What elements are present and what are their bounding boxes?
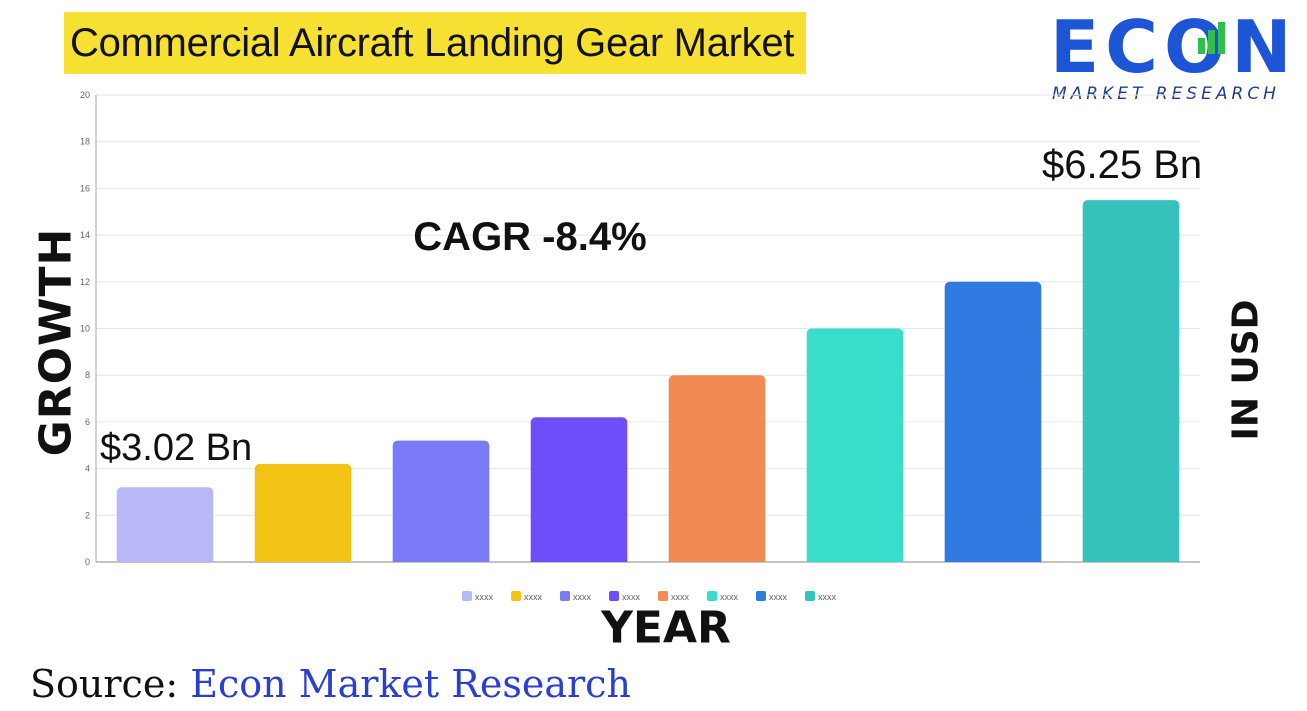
bar <box>530 417 628 562</box>
y-tick-label: 18 <box>80 137 90 147</box>
bar <box>116 487 214 562</box>
legend-label: xxxx <box>720 592 739 602</box>
y-tick-label: 10 <box>80 324 90 334</box>
y-tick-label: 6 <box>85 417 90 427</box>
x-axis-label: YEAR <box>601 602 731 654</box>
econ-logo: ECON MARKET RESEARCH <box>1048 8 1288 104</box>
end-value-label: $6.25 Bn <box>1042 143 1202 187</box>
legend-item[interactable]: xxxx <box>609 591 641 602</box>
legend-swatch <box>462 591 472 601</box>
bar <box>254 463 352 562</box>
source-label: Source: <box>30 662 179 706</box>
legend-item[interactable]: xxxx <box>805 591 837 602</box>
legend-label: xxxx <box>573 592 592 602</box>
legend-swatch <box>560 591 570 601</box>
bar <box>392 440 490 562</box>
bars <box>116 200 1180 562</box>
y-axis-label: GROWTH <box>30 227 82 457</box>
cagr-annotation: CAGR -8.4% <box>413 215 646 259</box>
bar-base <box>530 556 628 562</box>
bar <box>944 281 1042 562</box>
legend-item[interactable]: xxxx <box>560 591 592 602</box>
bar <box>668 375 766 562</box>
bar-base <box>392 556 490 562</box>
legend-item[interactable]: xxxx <box>756 591 788 602</box>
legend-swatch <box>805 591 815 601</box>
logo-text: ECON <box>1050 8 1288 78</box>
legend-label: xxxx <box>622 592 641 602</box>
logo-mark: ECON <box>1050 8 1288 78</box>
y-tick-label: 4 <box>85 464 90 474</box>
bar-base <box>116 556 214 562</box>
legend-swatch <box>756 591 766 601</box>
legend-label: xxxx <box>769 592 788 602</box>
source-link[interactable]: Econ Market Research <box>190 662 631 706</box>
legend-swatch <box>511 591 521 601</box>
legend-label: xxxx <box>818 592 837 602</box>
title-banner: Commercial Aircraft Landing Gear Market <box>64 12 807 74</box>
bar-base <box>806 556 904 562</box>
y-tick-label: 2 <box>85 510 90 520</box>
bar-base <box>1082 556 1180 562</box>
bar <box>806 328 904 562</box>
legend: xxxx xxxx xxxx xxxx xxxx xxxx xxxx xxxx <box>462 591 837 602</box>
legend-item[interactable]: xxxx <box>658 591 690 602</box>
source-line: Source: Econ Market Research <box>30 662 631 706</box>
bar-base <box>254 556 352 562</box>
start-value-label: $3.02 Bn <box>100 427 252 469</box>
legend-item[interactable]: xxxx <box>462 591 494 602</box>
legend-swatch <box>609 591 619 601</box>
bar <box>1082 200 1180 562</box>
y-axis-unit-label: IN USD <box>1225 299 1267 441</box>
legend-swatch <box>658 591 668 601</box>
y-ticks: 0 2 4 6 8 10 12 14 16 18 20 <box>80 90 90 567</box>
legend-item[interactable]: xxxx <box>707 591 739 602</box>
y-tick-label: 0 <box>85 557 90 567</box>
chart-title: Commercial Aircraft Landing Gear Market <box>70 20 795 65</box>
legend-label: xxxx <box>475 592 494 602</box>
bar-base <box>944 556 1042 562</box>
legend-item[interactable]: xxxx <box>511 591 543 602</box>
legend-swatch <box>707 591 717 601</box>
bar-base <box>668 556 766 562</box>
y-tick-label: 8 <box>85 370 90 380</box>
y-tick-label: 16 <box>80 183 90 193</box>
logo-growth-icon <box>1198 22 1225 54</box>
logo-subtitle: MARKET RESEARCH <box>1052 84 1280 104</box>
legend-label: xxxx <box>671 592 690 602</box>
legend-label: xxxx <box>524 592 543 602</box>
y-tick-label: 20 <box>80 90 90 100</box>
y-tick-label: 14 <box>80 230 90 240</box>
y-tick-label: 12 <box>80 277 90 287</box>
